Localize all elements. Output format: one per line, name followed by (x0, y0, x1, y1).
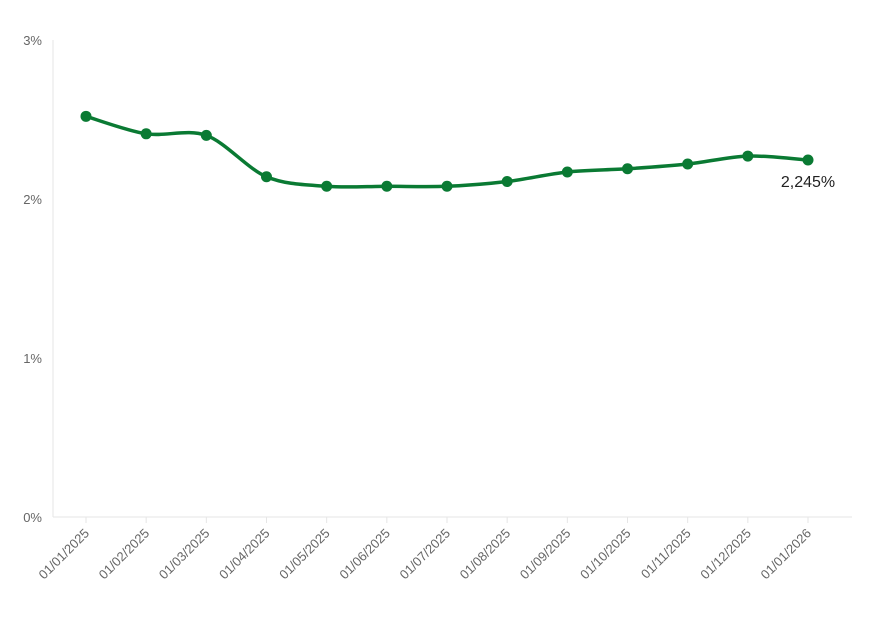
y-tick-label: 1% (23, 351, 42, 366)
x-tick-label: 01/01/2026 (757, 526, 814, 583)
data-point (200, 129, 212, 141)
data-point (441, 180, 453, 192)
x-tick-label: 01/01/2025 (35, 526, 92, 583)
x-tick-label: 01/07/2025 (396, 526, 453, 583)
x-tick-label: 01/09/2025 (517, 526, 574, 583)
y-tick-label: 2% (23, 192, 42, 207)
data-point (321, 180, 333, 192)
x-tick-label: 01/05/2025 (276, 526, 333, 583)
data-point (501, 176, 513, 188)
x-tick-label: 01/06/2025 (336, 526, 393, 583)
x-tick-label: 01/02/2025 (96, 526, 153, 583)
x-tick-label: 01/11/2025 (638, 526, 694, 582)
y-tick-label: 0% (23, 510, 42, 525)
x-tick-label: 01/10/2025 (577, 526, 634, 583)
data-point (80, 110, 92, 122)
data-point (140, 128, 152, 140)
y-tick-label: 3% (23, 33, 42, 48)
data-label: 2,245% (781, 174, 835, 191)
data-point (261, 171, 272, 183)
x-tick-label: 01/12/2025 (697, 526, 754, 583)
data-point (561, 166, 573, 178)
data-point (802, 154, 814, 166)
y-ticks: 0% 1% 2% 3% (23, 33, 42, 525)
x-tick-label: 01/08/2025 (457, 526, 514, 583)
data-point (682, 158, 694, 170)
x-tick-label: 01/04/2025 (216, 526, 273, 583)
x-ticks: 01/01/2025 01/02/2025 01/03/2025 01/04/2025… (35, 517, 814, 582)
data-point (622, 163, 633, 175)
data-point (742, 150, 754, 162)
series-lines (84, 114, 810, 189)
annotations: 2,245% (781, 174, 835, 191)
x-tick-label: 01/03/2025 (156, 526, 213, 583)
axes (52, 40, 852, 518)
series-line (84, 114, 810, 189)
series-points (80, 110, 814, 192)
data-point (381, 180, 393, 192)
